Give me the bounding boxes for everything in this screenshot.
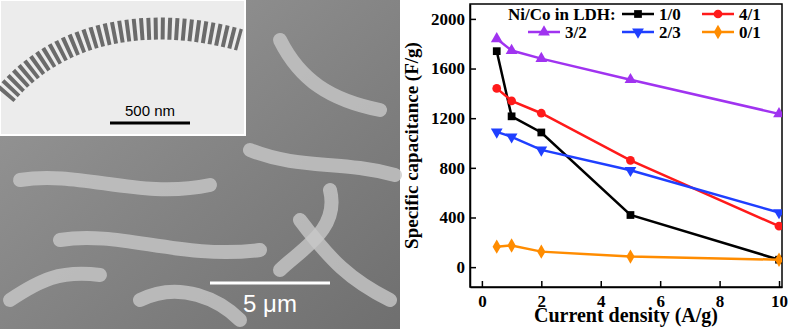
data-point (506, 44, 518, 54)
plot-area (491, 32, 782, 267)
tick-mark (779, 281, 781, 287)
data-point (493, 239, 501, 253)
nanotube (10, 274, 100, 300)
legend-item: 4/1 (702, 5, 761, 24)
tick-mark (719, 281, 721, 287)
legend-marker (538, 25, 550, 35)
nanotube (280, 40, 380, 110)
data-point (627, 211, 635, 219)
nanotube (250, 150, 395, 175)
legend: Ni/Co in LDH: 1/0 4/1 3/2 2/3 0/1 (508, 5, 761, 42)
data-point (626, 249, 634, 263)
data-point (773, 107, 782, 117)
tick-mark (470, 19, 476, 21)
data-point (508, 112, 516, 120)
data-point (491, 128, 503, 138)
inset-scale-bar (110, 122, 190, 125)
figure: 500 nm5 μm02468100400800120016002000Curr… (0, 0, 804, 329)
data-point (625, 167, 637, 177)
scale-label: 5 μm (243, 290, 297, 317)
data-point (506, 133, 518, 143)
nanotube (20, 178, 210, 189)
tick-mark (600, 281, 602, 287)
tick: 1200 (431, 109, 476, 128)
nanotube (280, 190, 332, 270)
tick-mark (470, 118, 476, 120)
data-point (492, 84, 501, 93)
series-line (497, 88, 779, 226)
tick-mark (470, 267, 476, 269)
axis-line (471, 287, 783, 289)
series-line (497, 132, 779, 213)
tick: 1600 (431, 59, 476, 78)
legend-label: 2/3 (659, 23, 681, 42)
tick: 0 (457, 258, 477, 277)
tick: 800 (440, 159, 477, 178)
inset-scale-label: 500 nm (125, 102, 175, 119)
data-point (775, 252, 782, 266)
data-point (625, 73, 637, 83)
data-point (626, 156, 635, 165)
tick: 400 (440, 208, 477, 227)
tick-mark (470, 217, 476, 219)
chart: 02468100400800120016002000Current densit… (401, 0, 804, 329)
data-point (773, 209, 782, 219)
micrograph: 500 nm 5 μm (0, 0, 400, 329)
legend-item: 0/1 (702, 23, 761, 42)
data-point (537, 109, 546, 118)
legend-marker (714, 25, 722, 39)
tick-label: 400 (440, 208, 466, 227)
inset-tube (5, 29, 240, 95)
tick-label: 10 (771, 292, 788, 311)
legend-item: 2/3 (622, 23, 681, 42)
tick-label: 1600 (431, 59, 465, 78)
tick-label: 0 (457, 258, 466, 277)
legend-marker (714, 10, 723, 19)
tick-label: 0 (478, 292, 487, 311)
data-point (491, 32, 503, 42)
y-axis-title: Specific capacitance (F/g) (401, 42, 423, 249)
data-point (535, 52, 547, 62)
legend-label: 1/0 (659, 5, 681, 24)
tick-label: 1200 (431, 109, 465, 128)
tick-label: 2000 (431, 10, 465, 29)
data-point (775, 222, 782, 231)
tick: 0 (478, 281, 487, 311)
scale-bar (210, 282, 330, 285)
nanotube (140, 292, 240, 320)
data-point (507, 96, 516, 105)
tick: 2000 (431, 10, 476, 29)
data-point (537, 244, 545, 258)
tick-mark (541, 281, 543, 287)
tick-mark (470, 168, 476, 170)
tick-label: 800 (440, 159, 466, 178)
legend-label: 3/2 (565, 23, 587, 42)
plot-frame (470, 4, 782, 287)
legend-title: Ni/Co in LDH: (508, 5, 616, 24)
data-point (507, 238, 515, 252)
legend-label: 4/1 (739, 5, 761, 24)
x-axis-title: Current density (A/g) (534, 304, 718, 327)
tick-mark (482, 281, 484, 287)
inset-background (0, 0, 245, 135)
legend-item: 1/0 (622, 5, 681, 24)
tick-mark (660, 281, 662, 287)
legend-marker (632, 29, 644, 39)
tick: 10 (771, 281, 788, 311)
series-line (497, 39, 779, 114)
data-point (493, 47, 501, 55)
tick-mark (470, 68, 476, 70)
legend-item: 3/2 (528, 23, 587, 42)
micrograph-background (0, 0, 400, 329)
y-axis: 0 400 800 1200 1600 2000 (431, 5, 476, 288)
data-point (537, 129, 545, 137)
axis-line (470, 5, 472, 288)
nanotube (60, 238, 260, 252)
legend-marker (634, 10, 642, 18)
data-point (535, 146, 547, 156)
legend-label: 0/1 (739, 23, 761, 42)
chart-background (404, 0, 804, 329)
